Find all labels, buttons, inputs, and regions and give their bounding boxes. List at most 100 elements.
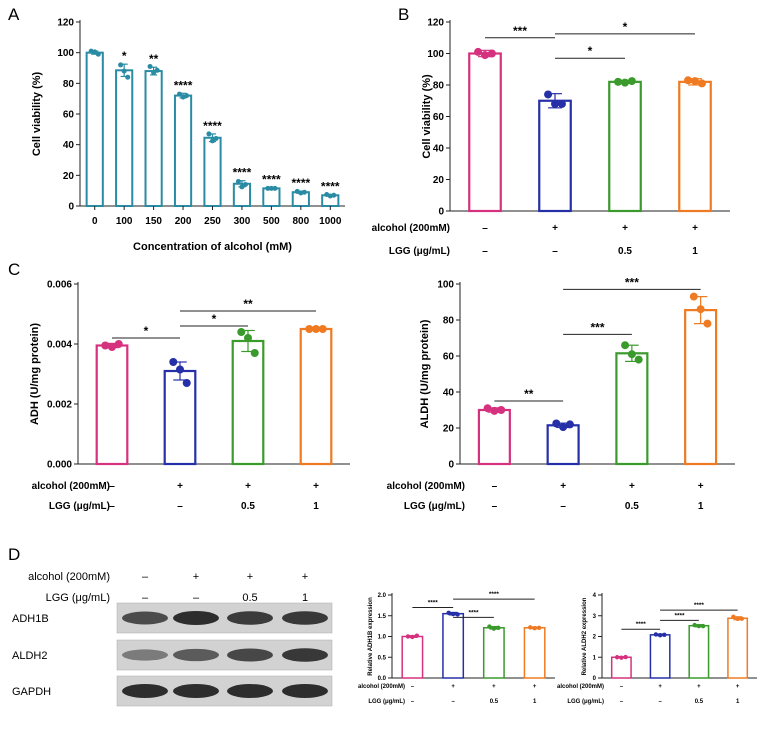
bar (163, 369, 197, 466)
significance-label: **** (694, 602, 705, 609)
data-point (176, 365, 184, 374)
blot-band-label: ADH1B (12, 613, 49, 625)
data-point (703, 319, 712, 328)
data-point (544, 90, 553, 99)
y-tick-label: 40 (63, 140, 75, 151)
condition-value: + (313, 481, 319, 492)
condition-value: + (451, 684, 455, 690)
chart-d-aldh2-expression: 0 1 2 3 4 Relative ALDH2 expression **** **** **… (557, 593, 757, 705)
bar (538, 99, 572, 213)
y-tick-label: 60 (443, 352, 455, 363)
condition-value: – (482, 223, 488, 234)
data-point (182, 379, 191, 387)
condition-label: alcohol (200mM) (387, 481, 465, 492)
bar (678, 80, 712, 213)
data-point (491, 626, 497, 631)
bar (442, 612, 465, 679)
y-axis-label: Cell viability (%) (421, 74, 433, 159)
data-point (483, 404, 492, 413)
data-point (735, 616, 740, 622)
data-point (147, 63, 153, 69)
y-tick-label: 4 (593, 593, 597, 599)
significance-label: **** (233, 166, 252, 180)
significance-label: *** (513, 24, 527, 38)
y-tick-label: 1.0 (378, 635, 387, 641)
y-tick-label: 3 (593, 614, 597, 620)
data-point (312, 325, 320, 333)
bar (684, 309, 718, 466)
condition-value: + (736, 684, 740, 690)
condition-value: 1 (313, 501, 319, 512)
condition-label: LGG (μg/mL) (368, 699, 405, 705)
data-point (487, 49, 496, 58)
y-tick-label: 40 (443, 388, 455, 399)
condition-label: alcohol (200mM) (32, 481, 110, 492)
significance-label: **** (203, 119, 222, 133)
condition-label: LGG (μg/mL) (389, 246, 450, 257)
data-point (272, 185, 278, 191)
data-point (237, 328, 246, 336)
data-point (125, 74, 131, 80)
data-point (697, 79, 706, 88)
data-point (700, 623, 706, 629)
condition-value: + (692, 223, 698, 234)
significance-label: **** (321, 180, 340, 194)
data-point (184, 93, 190, 99)
data-point (552, 419, 561, 428)
condition-value: – (109, 481, 115, 492)
data-point (497, 406, 506, 414)
significance-label: * (588, 44, 593, 58)
data-point (455, 612, 460, 617)
y-tick-label: 0.006 (47, 280, 72, 291)
data-point (405, 634, 411, 639)
significance-label: **** (174, 78, 193, 92)
data-point (684, 76, 693, 85)
blot-band (173, 684, 219, 698)
condition-value: 0.5 (625, 501, 639, 512)
condition-value: – (411, 684, 415, 690)
condition-value: 0.5 (490, 699, 499, 705)
blot-condition-value: + (247, 571, 253, 583)
significance-label: **** (489, 591, 500, 598)
condition-value: 0.5 (241, 501, 255, 512)
data-point (565, 420, 574, 429)
y-tick-label: 20 (443, 424, 455, 435)
condition-value: + (622, 223, 628, 234)
panel-label-c: C (8, 260, 20, 279)
condition-value: 0.5 (618, 246, 632, 257)
y-tick-label: 60 (63, 110, 75, 121)
y-tick-label: 2.0 (378, 593, 387, 599)
blot-condition-label: alcohol (200mM) (28, 571, 110, 583)
bar (477, 408, 511, 466)
bar (144, 70, 163, 207)
y-tick-label: 1.5 (378, 614, 387, 620)
blot-band (227, 648, 273, 662)
condition-value: + (560, 481, 566, 492)
data-point (414, 633, 420, 638)
x-tick-label: 250 (204, 216, 221, 227)
blot-band (173, 648, 219, 662)
condition-value: – (552, 246, 558, 257)
y-tick-label: 80 (433, 81, 445, 92)
data-point (446, 610, 451, 616)
data-point (154, 67, 160, 73)
blot-band (227, 684, 273, 698)
bar (468, 52, 502, 213)
condition-value: – (482, 246, 488, 257)
y-tick-label: 0 (593, 676, 597, 682)
data-point (210, 138, 215, 144)
blot-condition-value: – (193, 592, 200, 604)
blot-condition-value: + (302, 571, 308, 583)
bar (688, 624, 710, 679)
data-point (481, 51, 489, 60)
condition-value: – (177, 501, 183, 512)
blot-band (173, 611, 219, 625)
bar (231, 339, 265, 466)
x-tick-label: 0 (92, 216, 98, 227)
y-tick-label: 0 (448, 460, 454, 471)
significance-label: *** (625, 275, 639, 289)
data-point (265, 185, 271, 191)
y-tick-label: 0.5 (378, 655, 387, 661)
significance-label: *** (590, 320, 604, 334)
